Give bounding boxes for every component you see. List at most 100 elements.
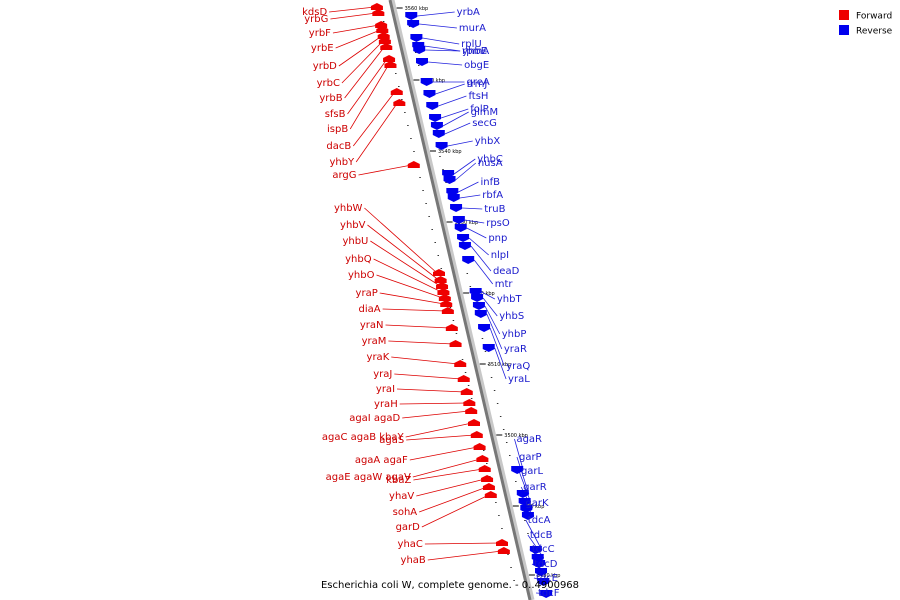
- gene-glyph-reverse: [435, 142, 448, 150]
- legend-label-reverse: Reverse: [856, 27, 893, 37]
- ruler-label: 3540 kbp: [438, 149, 462, 155]
- genome-axis-shadow: [389, 0, 535, 600]
- strand-tick: [395, 73, 397, 74]
- gene-label-rplu: rplU: [461, 39, 482, 50]
- gene-label-agas: agaS: [379, 435, 404, 446]
- gene-glyph-reverse: [482, 344, 495, 352]
- gene-leader: [397, 388, 465, 393]
- gene-glyph-forward: [390, 88, 403, 95]
- gene-glyph-reverse: [405, 12, 418, 20]
- gene-glyph-reverse: [420, 78, 433, 86]
- strand-tick: [505, 442, 508, 443]
- gene-glyph-forward: [440, 300, 453, 307]
- strand-tick: [467, 385, 470, 386]
- gene-label-soha: sohA: [393, 507, 418, 518]
- gene-label-kdsd: kdsD: [302, 7, 327, 18]
- strand-tick: [404, 112, 406, 113]
- strand-tick: [449, 307, 452, 308]
- gene-leader: [455, 162, 477, 181]
- gene-leader: [525, 519, 543, 551]
- gene-leader: [417, 11, 455, 17]
- gene-leader: [484, 305, 501, 335]
- gene-leader: [464, 219, 485, 224]
- gene-leader: [379, 292, 445, 305]
- gene-label-garl: garL: [521, 466, 544, 477]
- strand-tick: [445, 182, 447, 183]
- strand-tick: [439, 156, 441, 157]
- strand-tick: [428, 216, 430, 217]
- strand-tick: [382, 21, 385, 22]
- gene-leader: [341, 40, 384, 84]
- gene-leader: [447, 140, 473, 147]
- gene-leader: [425, 49, 461, 52]
- gene-glyph-reverse: [410, 34, 423, 42]
- legend-label-forward: Forward: [856, 12, 892, 22]
- gene-leader: [382, 308, 446, 312]
- gene-glyph-forward: [470, 431, 483, 438]
- gene-glyph-forward: [460, 388, 473, 395]
- gene-label-yraj: yraJ: [373, 369, 392, 380]
- gene-glyph-reverse: [540, 590, 553, 598]
- ruler-label: 3510 kbp: [488, 362, 512, 368]
- gene-leader: [518, 470, 532, 503]
- gene-label-yhbt: yhbT: [497, 294, 523, 305]
- strand-tick: [414, 52, 417, 53]
- gene-label-tdcf: tdcF: [538, 588, 560, 599]
- gene-glyph-forward: [376, 26, 389, 33]
- gene-glyph-forward: [481, 475, 494, 482]
- gene-label-yran: yraN: [360, 320, 384, 331]
- strand-tick: [483, 450, 485, 451]
- strand-tick: [507, 554, 509, 555]
- gene-leader: [468, 237, 489, 256]
- strand-tick: [490, 377, 493, 378]
- gene-leader: [349, 64, 389, 130]
- gene-leader: [364, 207, 438, 274]
- gene-leader: [453, 158, 476, 175]
- gene-label-agae-agaw-agav: agaE agaW agaV: [326, 472, 411, 483]
- gene-glyph-reverse: [447, 194, 460, 202]
- gene-label-yhbe: yhbE: [462, 46, 487, 57]
- gene-label-rpma: rpmA: [462, 46, 489, 57]
- gene-leader: [394, 373, 462, 380]
- gene-glyph-forward: [441, 307, 454, 314]
- gene-glyph-forward: [463, 399, 476, 406]
- gene-label-agar: agaR: [516, 434, 542, 445]
- gene-label-yhbx: yhbX: [475, 136, 501, 147]
- strand-tick: [502, 429, 505, 430]
- gene-label-dacb: dacB: [326, 141, 351, 152]
- strand-tick: [410, 138, 412, 139]
- strand-tick: [515, 481, 517, 482]
- gene-leader: [370, 240, 441, 287]
- gene-label-tdcb: tdcB: [530, 530, 553, 541]
- gene-leader: [376, 274, 443, 299]
- gene-leader: [406, 434, 475, 441]
- gene-glyph-forward: [496, 539, 508, 546]
- gene-leader: [516, 456, 530, 495]
- gene-glyph-reverse: [516, 490, 529, 498]
- strand-tick: [487, 364, 490, 365]
- gene-glyph-forward: [384, 61, 397, 68]
- gene-label-tdcd: tdcD: [534, 559, 558, 570]
- gene-glyph-reverse: [450, 204, 463, 212]
- gene-glyph-forward: [377, 32, 390, 39]
- gene-glyphs: [370, 3, 553, 598]
- gene-leader: [424, 45, 461, 52]
- gene-label-yhbo: yhbO: [348, 270, 375, 281]
- gene-glyph-forward: [438, 294, 451, 301]
- strand-tick: [469, 286, 472, 287]
- strand-tick: [464, 372, 467, 373]
- gene-label-rpso: rpsO: [486, 218, 510, 229]
- gene-glyph-forward: [449, 340, 462, 347]
- gene-label-yrbg: yrbG: [304, 14, 328, 25]
- gene-label-yrai: yraI: [376, 384, 395, 395]
- strand-tick: [470, 398, 473, 399]
- gene-label-dead: deaD: [493, 266, 520, 277]
- strand-tick: [524, 520, 526, 521]
- gene-label-rrmj: rrmJ: [467, 79, 488, 90]
- gene-leader: [332, 24, 380, 34]
- gene-label-rbfa: rbfA: [482, 190, 503, 201]
- strand-tick: [413, 151, 415, 152]
- gene-glyph-forward: [383, 55, 396, 62]
